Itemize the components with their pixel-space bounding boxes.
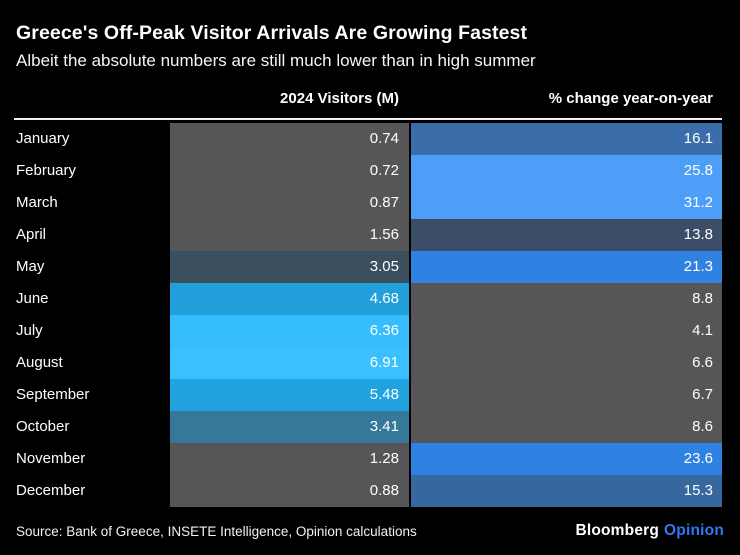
bloomberg-logo: Bloomberg Opinion	[575, 522, 724, 540]
visitors-cell: 0.74	[170, 123, 409, 155]
change-column-header: % change year-on-year	[548, 90, 713, 107]
month-label: March	[16, 194, 58, 211]
change-cell: 8.8	[411, 283, 722, 315]
visitors-cell: 3.05	[170, 251, 409, 283]
month-label: April	[16, 226, 47, 243]
change-cell: 13.8	[411, 219, 722, 251]
table-row: January 0.74 16.1	[0, 123, 740, 155]
bloomberg-wordmark: Bloomberg	[575, 522, 660, 539]
month-column-spacer	[0, 89, 170, 109]
visitors-cell: 1.28	[170, 443, 409, 475]
month-label: June	[16, 290, 49, 307]
visitors-cell: 0.88	[170, 475, 409, 507]
table-row: July 6.36 4.1	[0, 315, 740, 347]
visitors-cell: 5.48	[170, 379, 409, 411]
month-label: November	[16, 450, 86, 467]
change-cell: 8.6	[411, 411, 722, 443]
table-row: February 0.72 25.8	[0, 155, 740, 187]
visitors-cell: 0.72	[170, 155, 409, 187]
change-cell: 23.6	[411, 443, 722, 475]
chart-subtitle: Albeit the absolute numbers are still mu…	[16, 51, 536, 70]
month-label: September	[16, 386, 90, 403]
visitors-cell: 1.56	[170, 219, 409, 251]
table-row: April 1.56 13.8	[0, 219, 740, 251]
table-row: October 3.41 8.6	[0, 411, 740, 443]
month-label: May	[16, 258, 45, 275]
chart-title: Greece's Off-Peak Visitor Arrivals Are G…	[16, 22, 528, 44]
change-cell: 15.3	[411, 475, 722, 507]
source-note: Source: Bank of Greece, INSETE Intellige…	[16, 523, 417, 539]
month-label: July	[16, 322, 43, 339]
visitors-cell: 4.68	[170, 283, 409, 315]
table-row: November 1.28 23.6	[0, 443, 740, 475]
table-row: June 4.68 8.8	[0, 283, 740, 315]
month-label: February	[16, 162, 77, 179]
month-label: August	[16, 354, 63, 371]
month-label: October	[16, 418, 70, 435]
change-cell: 6.7	[411, 379, 722, 411]
visitors-cell: 3.41	[170, 411, 409, 443]
table-row: December 0.88 15.3	[0, 475, 740, 507]
table-row: March 0.87 31.2	[0, 187, 740, 219]
header-rule	[14, 118, 722, 120]
visitors-column-header: 2024 Visitors (M)	[280, 90, 399, 107]
change-cell: 16.1	[411, 123, 722, 155]
heatmap-body: January 0.74 16.1 February 0.72 25.8 Mar…	[0, 123, 740, 507]
month-label: December	[16, 482, 86, 499]
footer: Source: Bank of Greece, INSETE Intellige…	[16, 522, 724, 540]
change-cell: 25.8	[411, 155, 722, 187]
month-label: January	[16, 130, 70, 147]
change-cell: 6.6	[411, 347, 722, 379]
visitors-cell: 6.91	[170, 347, 409, 379]
visitors-cell: 6.36	[170, 315, 409, 347]
change-cell: 4.1	[411, 315, 722, 347]
change-cell: 31.2	[411, 187, 722, 219]
table-row: September 5.48 6.7	[0, 379, 740, 411]
visitors-cell: 0.87	[170, 187, 409, 219]
opinion-wordmark: Opinion	[664, 522, 724, 539]
table-row: August 6.91 6.6	[0, 347, 740, 379]
column-headers: 2024 Visitors (M) % change year-on-year	[0, 89, 740, 109]
change-cell: 21.3	[411, 251, 722, 283]
table-row: May 3.05 21.3	[0, 251, 740, 283]
